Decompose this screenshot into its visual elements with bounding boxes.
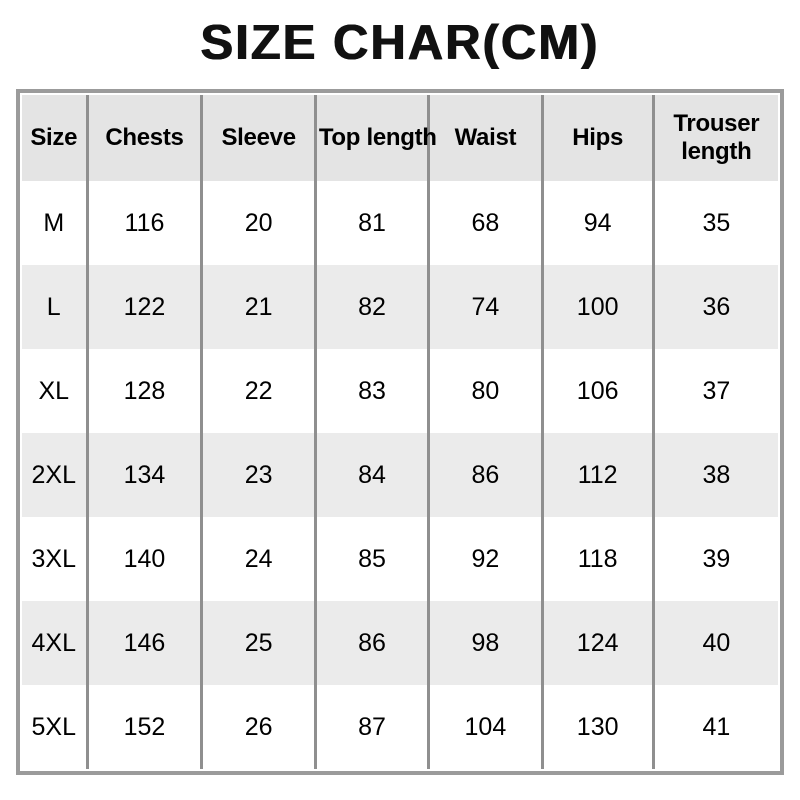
value-cell: 84 bbox=[313, 433, 429, 518]
value-cell: 118 bbox=[540, 517, 654, 602]
value-cell: 38 bbox=[651, 433, 778, 518]
value-cell: 146 bbox=[85, 601, 202, 686]
size-cell: M bbox=[22, 181, 88, 266]
size-cell: 4XL bbox=[22, 601, 88, 686]
value-cell: 104 bbox=[427, 685, 543, 770]
value-cell: 41 bbox=[651, 685, 778, 770]
value-cell: 82 bbox=[313, 265, 429, 350]
value-cell: 86 bbox=[427, 433, 543, 518]
value-cell: 98 bbox=[427, 601, 543, 686]
value-cell: 20 bbox=[200, 181, 316, 266]
size-cell: XL bbox=[22, 349, 88, 434]
value-cell: 100 bbox=[540, 265, 654, 350]
value-cell: 86 bbox=[313, 601, 429, 686]
value-cell: 124 bbox=[540, 601, 654, 686]
table-row: XL 128 22 83 80 106 37 bbox=[22, 349, 778, 434]
value-cell: 122 bbox=[85, 265, 202, 350]
value-cell: 74 bbox=[427, 265, 543, 350]
value-cell: 23 bbox=[200, 433, 316, 518]
value-cell: 35 bbox=[651, 181, 778, 266]
size-table: Size Chests Sleeve Top length Waist Hips Trous… bbox=[22, 95, 778, 770]
column-header: Hips bbox=[540, 95, 654, 182]
table-row: L 122 21 82 74 100 36 bbox=[22, 265, 778, 350]
value-cell: 128 bbox=[85, 349, 202, 434]
size-table-body: M 116 20 81 68 94 35 L 122 21 82 74 100 36 XL 128 22 83 80… bbox=[22, 181, 778, 770]
value-cell: 85 bbox=[313, 517, 429, 602]
value-cell: 26 bbox=[200, 685, 316, 770]
value-cell: 40 bbox=[651, 601, 778, 686]
table-row: 2XL 134 23 84 86 112 38 bbox=[22, 433, 778, 518]
value-cell: 130 bbox=[540, 685, 654, 770]
header-row: Size Chests Sleeve Top length Waist Hips Trous… bbox=[22, 95, 778, 182]
value-cell: 112 bbox=[540, 433, 654, 518]
size-cell: 5XL bbox=[22, 685, 88, 770]
table-row: M 116 20 81 68 94 35 bbox=[22, 181, 778, 266]
value-cell: 81 bbox=[313, 181, 429, 266]
table-row: 4XL 146 25 86 98 124 40 bbox=[22, 601, 778, 686]
value-cell: 25 bbox=[200, 601, 316, 686]
value-cell: 22 bbox=[200, 349, 316, 434]
size-table-frame: Size Chests Sleeve Top length Waist Hips Trous… bbox=[16, 89, 784, 776]
page-title: SIZE CHAR(CM) bbox=[200, 16, 600, 70]
column-header: Chests bbox=[85, 95, 202, 182]
size-cell: 3XL bbox=[22, 517, 88, 602]
table-row: 5XL 152 26 87 104 130 41 bbox=[22, 685, 778, 770]
value-cell: 21 bbox=[200, 265, 316, 350]
value-cell: 140 bbox=[85, 517, 202, 602]
column-header: Sleeve bbox=[200, 95, 316, 182]
value-cell: 39 bbox=[651, 517, 778, 602]
value-cell: 106 bbox=[540, 349, 654, 434]
value-cell: 152 bbox=[85, 685, 202, 770]
size-cell: 2XL bbox=[22, 433, 88, 518]
value-cell: 24 bbox=[200, 517, 316, 602]
value-cell: 87 bbox=[313, 685, 429, 770]
value-cell: 116 bbox=[85, 181, 202, 266]
value-cell: 94 bbox=[540, 181, 654, 266]
column-header: Trouser length bbox=[651, 95, 778, 182]
value-cell: 80 bbox=[427, 349, 543, 434]
size-cell: L bbox=[22, 265, 88, 350]
value-cell: 134 bbox=[85, 433, 202, 518]
value-cell: 37 bbox=[651, 349, 778, 434]
column-header: Size bbox=[22, 95, 88, 182]
value-cell: 83 bbox=[313, 349, 429, 434]
column-header: Waist bbox=[427, 95, 543, 182]
value-cell: 68 bbox=[427, 181, 543, 266]
value-cell: 92 bbox=[427, 517, 543, 602]
table-row: 3XL 140 24 85 92 118 39 bbox=[22, 517, 778, 602]
column-header: Top length bbox=[313, 95, 437, 182]
value-cell: 36 bbox=[651, 265, 778, 350]
